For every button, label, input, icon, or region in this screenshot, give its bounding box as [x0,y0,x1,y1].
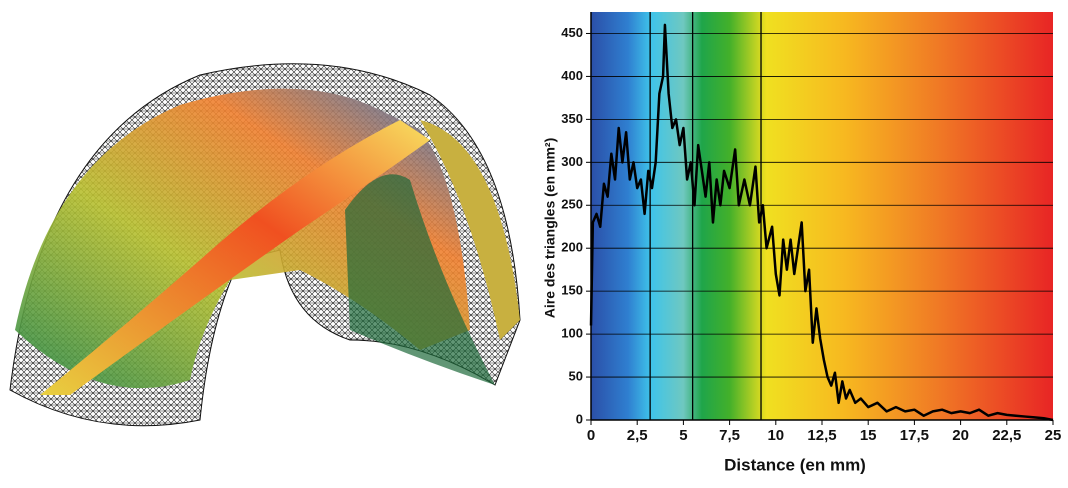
data-line [589,23,1054,422]
mesh-render [9,63,521,427]
y-tick-label: 250 [561,197,583,212]
x-tick-label: 17,5 [900,427,929,444]
x-tick-label: 2,5 [627,427,648,444]
y-tick-label: 0 [576,411,583,426]
x-tick-label: 5 [679,427,687,444]
plot-background [591,12,1053,420]
y-tick-label: 50 [569,368,583,383]
x-tick-label: 0 [587,427,595,444]
x-tick-label: 22,5 [992,427,1021,444]
y-tick-label: 200 [561,240,583,255]
x-tick-label: 25 [1045,427,1062,444]
y-tick-label: 300 [561,154,583,169]
x-tick-label: 7,5 [719,427,740,444]
x-tick-label: 10 [767,427,784,444]
y-tick-label: 350 [561,111,583,126]
y-tick-label: 400 [561,68,583,83]
x-axis-label: Distance (en mm) [724,455,866,474]
y-tick-label: 100 [561,326,583,341]
x-tick-label: 12,5 [807,427,836,444]
x-tick-label: 20 [952,427,969,444]
y-tick-label: 150 [561,283,583,298]
y-axis-label: Aire des triangles (en mm²) [542,138,558,319]
x-tick-label: 15 [860,427,877,444]
y-tick-label: 450 [561,25,583,40]
